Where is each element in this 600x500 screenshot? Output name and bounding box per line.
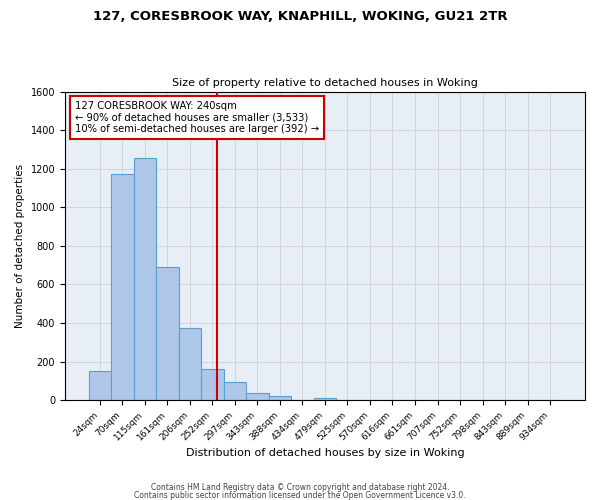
Text: Contains HM Land Registry data © Crown copyright and database right 2024.: Contains HM Land Registry data © Crown c… [151, 484, 449, 492]
Bar [246, 393, 269, 400]
Bar [179, 328, 201, 400]
Y-axis label: Number of detached properties: Number of detached properties [15, 164, 25, 328]
Bar [269, 396, 291, 400]
Bar [314, 398, 336, 400]
Bar [224, 382, 246, 400]
Text: 127 CORESBROOK WAY: 240sqm
← 90% of detached houses are smaller (3,533)
10% of s: 127 CORESBROOK WAY: 240sqm ← 90% of deta… [76, 101, 319, 134]
X-axis label: Distribution of detached houses by size in Woking: Distribution of detached houses by size … [185, 448, 464, 458]
Bar [111, 174, 134, 400]
Bar [201, 370, 224, 400]
Bar [156, 268, 179, 400]
Bar [134, 158, 156, 400]
Bar [89, 371, 111, 400]
Text: Contains public sector information licensed under the Open Government Licence v3: Contains public sector information licen… [134, 490, 466, 500]
Text: 127, CORESBROOK WAY, KNAPHILL, WOKING, GU21 2TR: 127, CORESBROOK WAY, KNAPHILL, WOKING, G… [92, 10, 508, 23]
Title: Size of property relative to detached houses in Woking: Size of property relative to detached ho… [172, 78, 478, 88]
